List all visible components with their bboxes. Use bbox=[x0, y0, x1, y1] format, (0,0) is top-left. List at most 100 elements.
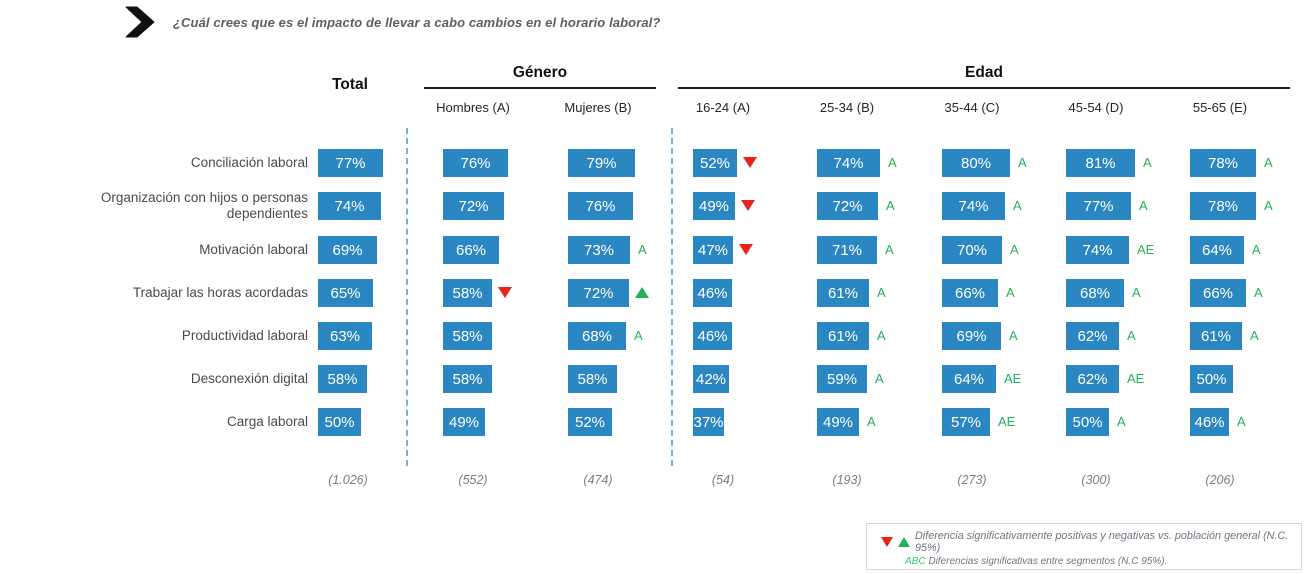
value-label: 74% bbox=[334, 197, 365, 215]
column-header-total: Total bbox=[332, 76, 368, 93]
genero-underline bbox=[424, 87, 656, 89]
column-header-35-44-c-: 35-44 (C) bbox=[944, 100, 1000, 115]
value-label: 65% bbox=[330, 284, 361, 302]
significance-letters: A bbox=[1143, 155, 1152, 170]
value-label: 58% bbox=[327, 370, 358, 388]
divider-genero-edad bbox=[671, 128, 673, 466]
value-label: 64% bbox=[1201, 241, 1233, 259]
column-header-16-24-a-: 16-24 (A) bbox=[695, 100, 751, 115]
value-label: 49% bbox=[822, 413, 854, 431]
value-bar: 61% bbox=[1190, 322, 1242, 350]
value-label: 61% bbox=[827, 327, 859, 345]
row-label: Productividad laboral bbox=[181, 327, 308, 343]
significance-letters: A bbox=[1250, 328, 1259, 343]
value-label: 66% bbox=[954, 284, 986, 302]
value-bar: 80% bbox=[942, 149, 1010, 177]
value-label: 81% bbox=[1085, 154, 1116, 172]
value-bar: 74% bbox=[318, 192, 381, 220]
value-label: 74% bbox=[833, 154, 864, 172]
value-label: 70% bbox=[956, 241, 988, 259]
value-bar: 52% bbox=[693, 149, 737, 177]
value-label: 80% bbox=[960, 154, 992, 172]
red-down-triangle-icon bbox=[498, 287, 512, 298]
significance-letters: AE bbox=[1127, 371, 1145, 386]
value-label: 50% bbox=[324, 413, 355, 431]
base-size: (273) bbox=[957, 473, 987, 487]
value-bar: 63% bbox=[318, 322, 372, 350]
value-label: 74% bbox=[1082, 241, 1113, 259]
value-label: 66% bbox=[455, 241, 487, 259]
base-size: (474) bbox=[583, 473, 613, 487]
value-bar: 64% bbox=[942, 365, 996, 393]
value-bar: 64% bbox=[1190, 236, 1244, 264]
value-bar: 77% bbox=[1066, 192, 1131, 220]
value-label: 58% bbox=[452, 327, 483, 345]
value-label: 77% bbox=[1083, 197, 1114, 215]
significance-letters: A bbox=[1127, 328, 1136, 343]
value-label: 63% bbox=[329, 327, 361, 345]
value-bar: 73% bbox=[568, 236, 630, 264]
value-bar: 71% bbox=[817, 236, 877, 264]
legend-line-2: ABC Diferencias significativas entre seg… bbox=[881, 556, 1293, 567]
value-label: 76% bbox=[460, 154, 491, 172]
column-header-55-65-e-: 55-65 (E) bbox=[1192, 100, 1248, 115]
value-bar: 76% bbox=[443, 149, 508, 177]
value-bar: 74% bbox=[942, 192, 1005, 220]
significance-letters: A bbox=[1237, 414, 1246, 429]
value-bar: 37% bbox=[693, 408, 724, 436]
value-bar: 78% bbox=[1190, 149, 1256, 177]
value-bar: 58% bbox=[318, 365, 367, 393]
value-label: 47% bbox=[697, 241, 729, 259]
significance-legend: Diferencia significativamente positivas … bbox=[866, 523, 1302, 570]
column-header-hombres-a-: Hombres (A) bbox=[436, 100, 510, 115]
significance-letters: A bbox=[634, 328, 643, 343]
significance-letters: A bbox=[885, 242, 894, 257]
value-bar: 69% bbox=[942, 322, 1001, 350]
value-bar: 66% bbox=[443, 236, 499, 264]
value-label: 52% bbox=[699, 154, 731, 172]
value-bar: 50% bbox=[1190, 365, 1233, 393]
significance-letters: A bbox=[1010, 242, 1019, 257]
value-bar: 76% bbox=[568, 192, 633, 220]
value-label: 62% bbox=[1077, 327, 1108, 345]
value-bar: 65% bbox=[318, 279, 373, 307]
significance-letters: A bbox=[888, 155, 897, 170]
value-bar: 46% bbox=[693, 279, 732, 307]
value-label: 69% bbox=[956, 327, 987, 345]
significance-letters: A bbox=[1018, 155, 1027, 170]
value-label: 78% bbox=[1207, 154, 1239, 172]
significance-letters: A bbox=[1006, 285, 1015, 300]
row-label: Motivación laboral bbox=[199, 241, 308, 257]
value-label: 69% bbox=[332, 241, 363, 259]
significance-letters: AE bbox=[1004, 371, 1022, 386]
value-bar: 66% bbox=[1190, 279, 1246, 307]
legend-abc-label: ABC bbox=[905, 556, 926, 567]
significance-letters: A bbox=[875, 371, 884, 386]
red-down-triangle-icon bbox=[881, 537, 893, 547]
question-header: ¿Cuál crees que es el impacto de llevar … bbox=[125, 6, 660, 38]
value-label: 79% bbox=[586, 154, 617, 172]
value-bar: 47% bbox=[693, 236, 733, 264]
base-size: (300) bbox=[1081, 473, 1111, 487]
value-bar: 66% bbox=[942, 279, 998, 307]
value-label: 76% bbox=[585, 197, 616, 215]
value-bar: 57% bbox=[942, 408, 990, 436]
value-bar: 61% bbox=[817, 279, 869, 307]
value-label: 58% bbox=[452, 284, 483, 302]
value-bar: 69% bbox=[318, 236, 377, 264]
value-bar: 72% bbox=[568, 279, 629, 307]
value-label: 72% bbox=[583, 284, 614, 302]
value-label: 49% bbox=[698, 197, 730, 215]
base-size: (206) bbox=[1205, 473, 1235, 487]
value-bar: 78% bbox=[1190, 192, 1256, 220]
value-bar: 49% bbox=[693, 192, 735, 220]
value-label: 73% bbox=[583, 241, 615, 259]
value-bar: 77% bbox=[318, 149, 383, 177]
significance-letters: A bbox=[1252, 242, 1261, 257]
value-label: 78% bbox=[1207, 197, 1239, 215]
value-bar: 52% bbox=[568, 408, 612, 436]
significance-letters: A bbox=[877, 328, 886, 343]
value-bar: 58% bbox=[443, 365, 492, 393]
significance-letters: A bbox=[886, 198, 895, 213]
